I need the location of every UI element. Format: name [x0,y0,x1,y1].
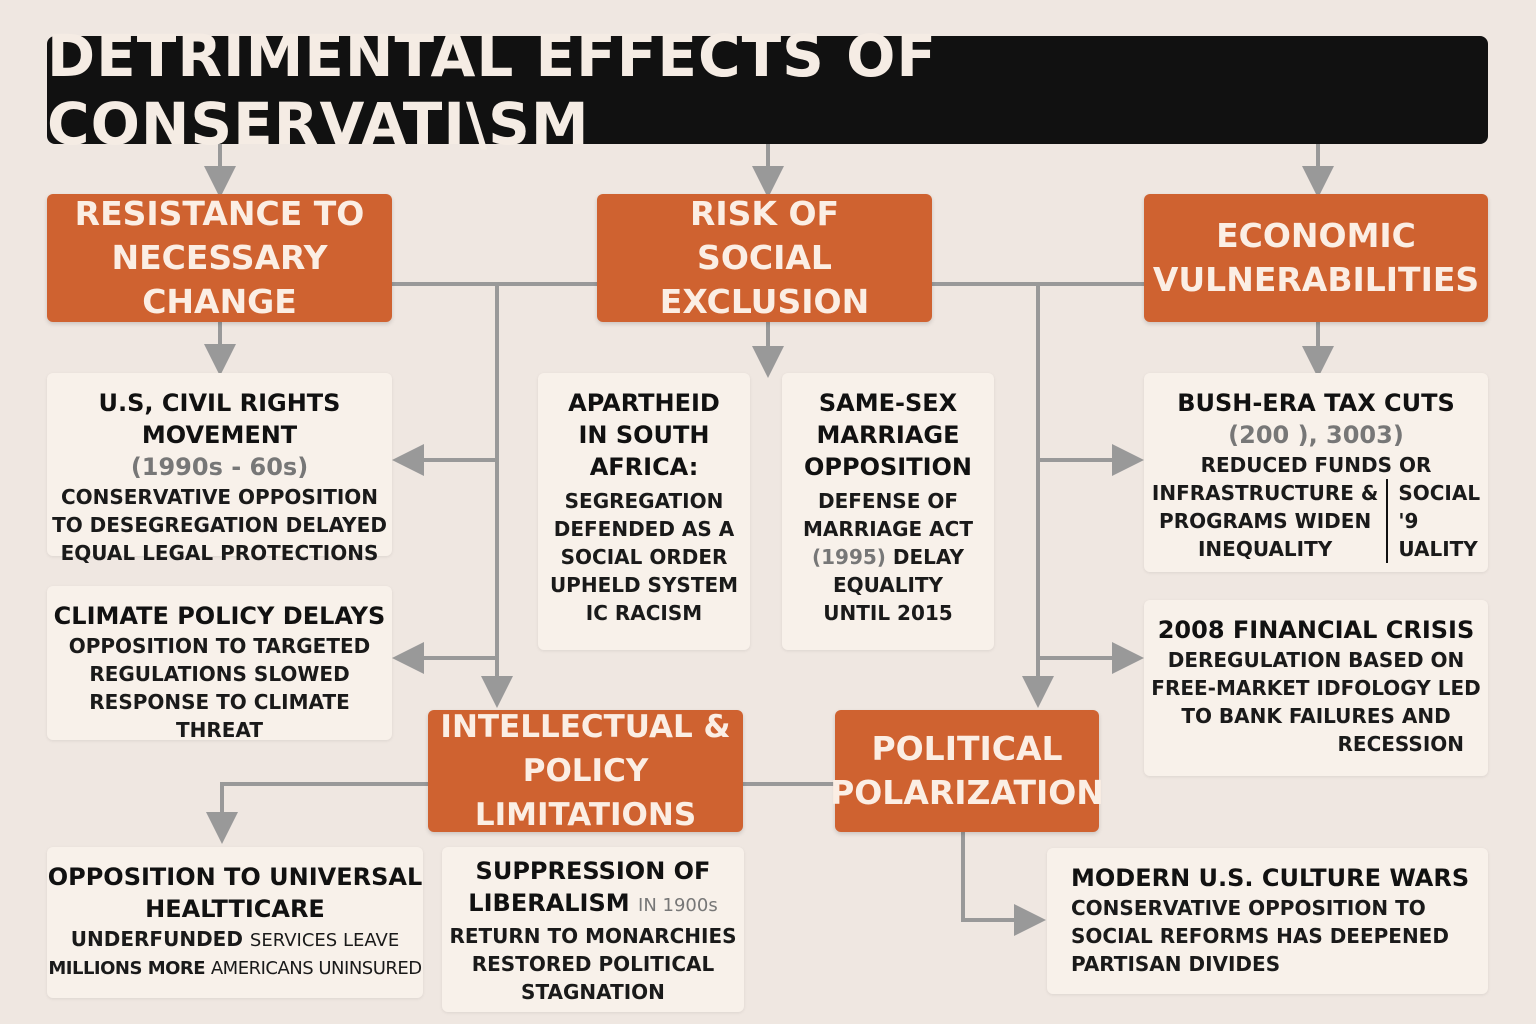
card-text: UALITY [1398,537,1478,561]
card-text: RECESSION [1337,732,1465,756]
card-text: '9 [1398,509,1419,533]
card-text: CONSERVATIVE OPPOSITION [60,485,379,509]
card-title: 2008 FINANCIAL CRISIS [1157,616,1475,644]
card-liberalism: SUPPRESSION OF LIBERALISM IN 1900s RETUR… [442,847,744,1012]
card-title: HEALTTICARE [145,895,325,923]
card-civil-rights: U.S, CIVIL RIGHTS MOVEMENT (1990s - 60s)… [47,373,392,565]
page-title: DETRIMENTAL EFFECTS OF CONSERVATI\SM [47,22,1488,158]
card-date: (200 ), 3003) [1228,421,1404,449]
card-text: OPPOSITION TO TARGETED [68,634,371,658]
card-text: FREE-MARKET IDFOLOGY LED [1151,676,1481,700]
card-title: SAME-SEX [818,389,958,417]
card-text: PARTISAN DIVIDES [1071,952,1281,976]
card-title: APARTHEID [568,389,720,417]
card-text: UPHELD SYSTEM [549,573,739,597]
card-text: INFRASTRUCTURE & [1151,481,1379,505]
card-financial-crisis: 2008 FINANCIAL CRISIS DEREGULATION BASED… [1144,600,1488,776]
category-economic: ECONOMIC VULNERABILITIES [1144,194,1488,322]
card-healthcare: OPPOSITION TO UNIVERSAL HEALTTICARE UNDE… [47,847,423,998]
card-text: UNTIL 2015 [823,601,953,625]
card-text: PROGRAMS WIDEN [1159,509,1372,533]
card-text: DEFENSE OF [817,489,959,513]
card-title: AFRICA: [589,453,699,481]
card-text: DEREGULATION BASED ON [1167,648,1465,672]
card-text: INEQUALITY [1197,537,1333,561]
card-text: CONSERVATIVE OPPOSITION TO [1071,896,1426,920]
card-text: REDUCED FUNDS OR [1200,453,1432,477]
card-date: (1990s - 60s) [130,453,309,481]
card-date: IN 1900s [638,895,718,916]
card-text: SOCIAL ORDER [560,545,728,569]
card-climate: CLIMATE POLICY DELAYS OPPOSITION TO TARG… [47,586,392,742]
card-text: AMERICANS UNINSURED [210,958,422,979]
card-text: IC RACISM [585,601,703,625]
card-title: IN SOUTH [578,421,710,449]
card-title: OPPOSITION [804,453,972,481]
card-title: MARRIAGE [816,421,960,449]
card-text: SERVICES LEAVE [249,930,400,951]
card-apartheid: APARTHEID IN SOUTH AFRICA: SEGREGATION D… [538,373,750,650]
card-title: SUPPRESSION OF [475,857,711,885]
card-title: CLIMATE POLICY DELAYS [53,602,386,630]
card-text: DEFENDED AS A [553,517,735,541]
card-text: REGULATIONS SLOWED [89,662,350,686]
card-title: U.S, CIVIL RIGHTS MOVEMENT [98,389,341,449]
card-text: MILLIONS MORE [48,958,206,979]
card-text: SOCIAL REFORMS HAS DEEPENED [1071,924,1449,948]
card-text: RESTORED POLITICAL [471,952,715,976]
category-exclusion: RISK OF SOCIAL EXCLUSION [597,194,932,322]
card-title: LIBERALISM [468,889,630,917]
card-text: SOCIAL [1398,481,1481,505]
card-same-sex: SAME-SEX MARRIAGE OPPOSITION DEFENSE OF … [782,373,994,650]
card-text: DELAY [892,545,964,569]
card-text: STAGNATION [521,980,665,1004]
card-culture-wars: MODERN U.S. CULTURE WARS CONSERVATIVE OP… [1047,848,1488,994]
card-text: TO DESEGREGATION DELAYED [52,513,387,537]
category-polarization: POLITICAL POLARIZATION [830,710,1104,832]
card-text: SEGREGATION [564,489,724,513]
card-text: RETURN TO MONARCHIES [449,924,737,948]
card-text: UNDERFUNDED [70,927,243,951]
card-title: OPPOSITION TO UNIVERSAL [47,863,423,891]
card-date: (1995) [812,545,886,569]
card-tax-cuts: BUSH-ERA TAX CUTS (200 ), 3003) REDUCED … [1144,373,1488,572]
card-text: EQUALITY [832,573,944,597]
card-title: MODERN U.S. CULTURE WARS [1071,864,1470,892]
category-resistance: RESISTANCE TO NECESSARY CHANGE [47,194,392,322]
card-text: EQUAL LEGAL PROTECTIONS [60,541,379,565]
card-text: TO BANK FAILURES AND [1181,704,1451,728]
card-text: MARRIAGE ACT [803,517,973,541]
card-text: RESPONSE TO CLIMATE THREAT [89,690,350,742]
card-title: BUSH-ERA TAX CUTS [1177,389,1455,417]
category-intellectual: INTELLECTUAL & POLICY LIMITATIONS [428,709,743,833]
